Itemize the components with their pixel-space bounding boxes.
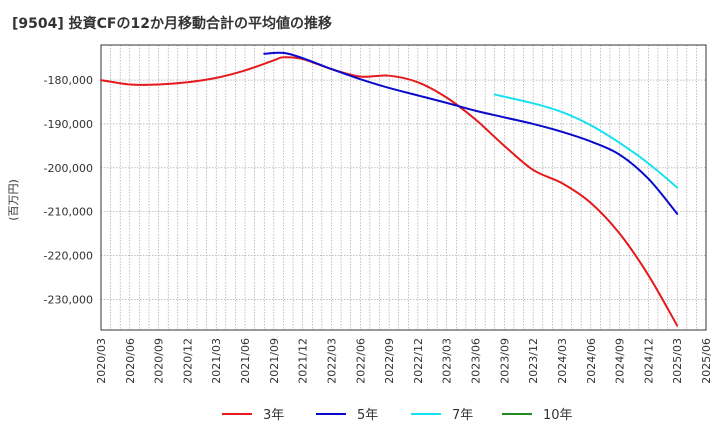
- x-axis-ticks: 2020/03 2020/06 2020/09 2020/12 2021/03 2021/…: [95, 338, 713, 384]
- x-tick-label: 2021/06: [239, 338, 252, 384]
- y-tick-label: -220,000: [44, 249, 93, 262]
- x-tick-label: 2025/03: [671, 338, 684, 384]
- x-tick-label: 2021/12: [297, 338, 310, 384]
- x-tick-label: 2025/06: [700, 338, 713, 384]
- x-tick-label: 2022/06: [354, 338, 367, 384]
- plot-area-border: [100, 44, 707, 331]
- x-tick-label: 2023/09: [498, 338, 511, 384]
- x-tick-label: 2021/09: [268, 338, 281, 384]
- legend-label-5年: 5年: [357, 408, 378, 423]
- legend-label-10年: 10年: [543, 408, 573, 423]
- x-tick-label: 2022/03: [325, 338, 338, 384]
- y-tick-label: -190,000: [44, 118, 93, 131]
- x-tick-label: 2024/12: [642, 338, 655, 384]
- legend-label-7年: 7年: [452, 408, 473, 423]
- series-line-3年: [100, 56, 679, 327]
- x-tick-label: 2021/03: [210, 338, 223, 384]
- x-tick-label: 2024/06: [585, 338, 598, 384]
- x-tick-label: 2023/03: [441, 338, 454, 384]
- x-tick-label: 2024/03: [556, 338, 569, 384]
- x-tick-label: 2020/09: [153, 338, 166, 384]
- series-lines: [100, 51, 679, 327]
- series-line-7年: [493, 93, 679, 189]
- y-tick-label: -180,000: [44, 74, 93, 87]
- chart-title: [9504] 投資CFの12か月移動合計の平均値の推移: [12, 16, 332, 32]
- x-tick-label: 2023/12: [527, 338, 540, 384]
- legend-label-3年: 3年: [263, 408, 284, 423]
- y-tick-label: -210,000: [44, 206, 93, 219]
- series-line-5年: [263, 51, 679, 215]
- y-axis-label: (百万円): [7, 179, 20, 221]
- y-axis-ticks: -180,000 -190,000 -200,000 -210,000 -220,000…: [44, 74, 93, 306]
- x-tick-label: 2020/06: [124, 338, 137, 384]
- y-tick-label: -230,000: [44, 293, 93, 306]
- legend: 3年 5年 7年 10年: [222, 408, 573, 423]
- x-tick-label: 2020/12: [181, 338, 194, 384]
- x-tick-label: 2023/06: [470, 338, 483, 384]
- x-tick-label: 2022/12: [412, 338, 425, 384]
- y-tick-label: -200,000: [44, 162, 93, 175]
- x-tick-label: 2024/09: [614, 338, 627, 384]
- x-tick-label: 2022/09: [383, 338, 396, 384]
- grid: [101, 45, 706, 330]
- x-tick-label: 2020/03: [95, 338, 108, 384]
